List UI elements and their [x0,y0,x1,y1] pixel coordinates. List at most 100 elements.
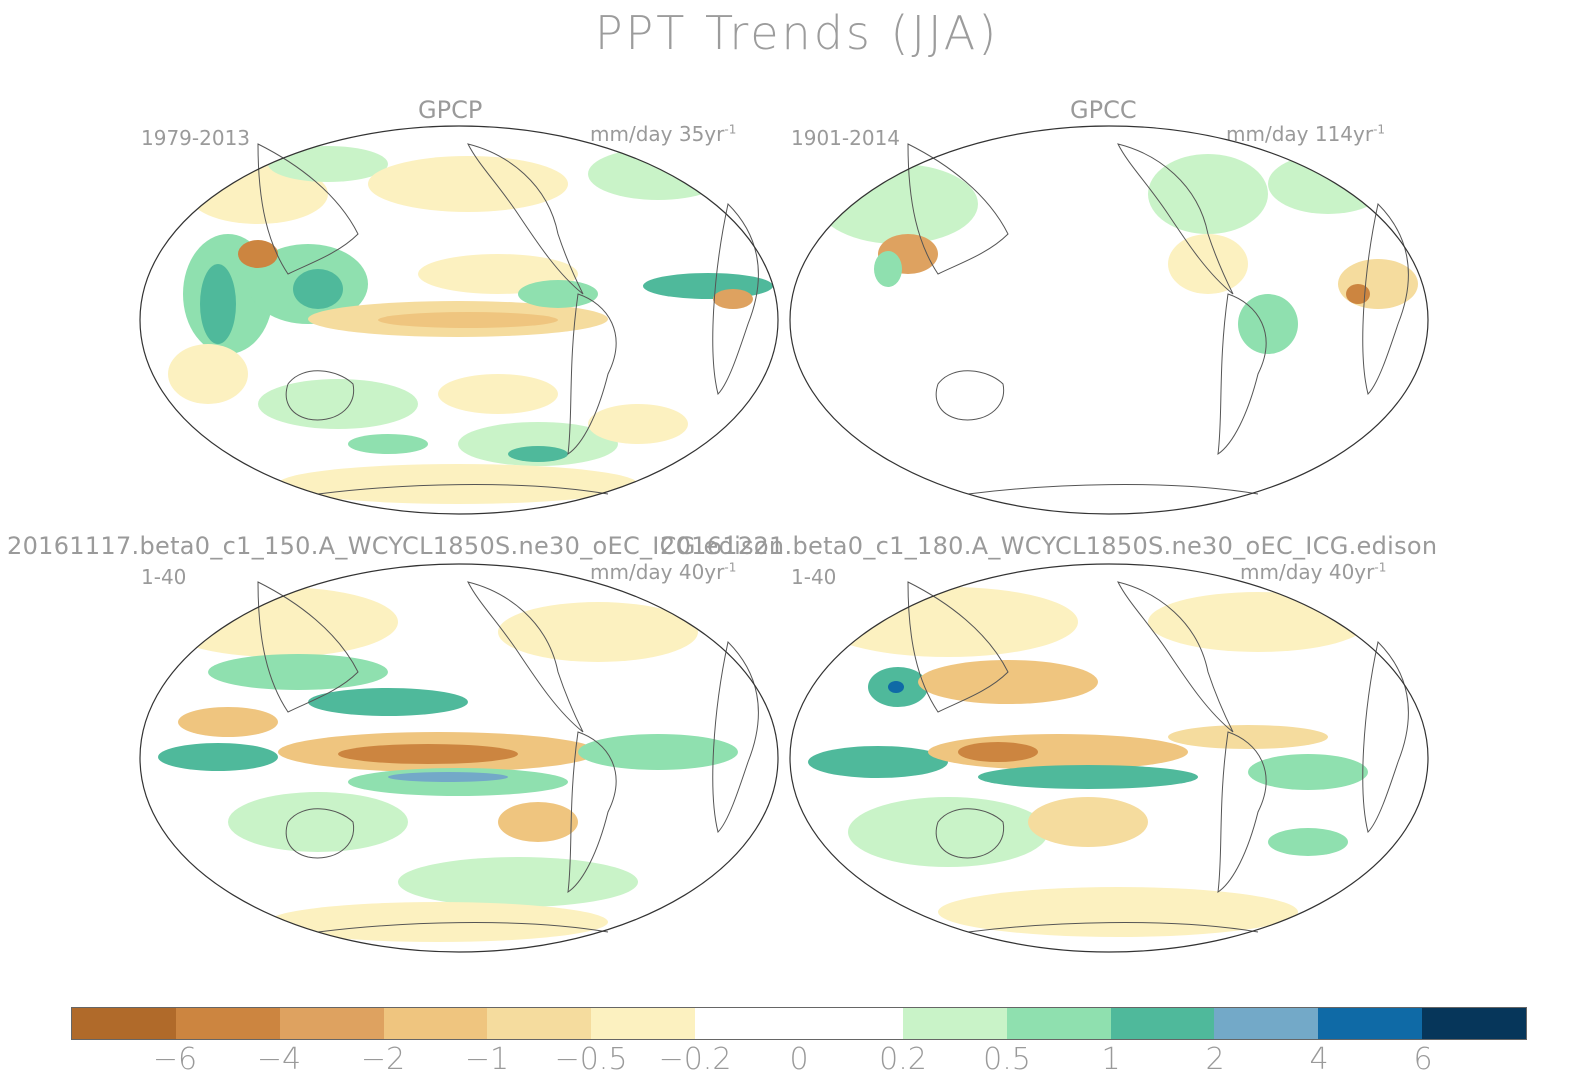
trend-patch [498,602,698,662]
map-frame [789,125,1429,515]
trend-patch [1168,725,1328,749]
panel-units-gpcp: mm/day 35yr-1 [590,122,737,146]
panel-units-gpcc: mm/day 114yr-1 [1226,122,1386,146]
trend-patch [713,289,753,309]
trend-patch [1168,234,1248,294]
trend-patch [508,446,568,462]
colorbar-cell [175,1008,280,1039]
map-frame [139,563,779,953]
colorbar-tick-label: −0.5 [554,1042,628,1077]
trend-patch [258,379,418,429]
trend-patch [978,765,1198,789]
trend-patch [238,240,278,268]
coastline [712,640,759,833]
colorbar-tick-label: −2 [360,1042,406,1077]
trend-patch [293,269,343,309]
trend-patch [278,464,638,504]
panel-period-run1: 1-40 [141,565,187,589]
panel-period-gpcc: 1901-2014 [791,126,901,150]
colorbar-cell [1422,1008,1527,1039]
colorbar-tick-label: −0.2 [658,1042,732,1077]
coastline [935,370,1005,421]
trend-patch [308,688,468,716]
colorbar-tick-label: −1 [464,1042,510,1077]
coastline [285,370,355,421]
trend-patch [1248,754,1368,790]
map-panel-run1 [139,563,779,953]
map-panel-gpcp [139,125,779,515]
colorbar-cell [383,1008,488,1039]
panel-title-gpcp: GPCP [418,96,483,124]
trend-patch [368,156,568,212]
trend-patch [588,404,688,444]
trend-patch [818,164,978,244]
trend-patch [168,344,248,404]
coastline [257,581,359,713]
trend-patch [1268,154,1388,214]
coastline [1117,143,1234,295]
coastline [1217,293,1267,456]
coastline [467,581,584,733]
colorbar-tick-label: 1 [1101,1042,1121,1077]
panel-period-run2: 1-40 [791,565,837,589]
trend-patch [874,251,902,287]
panel-units-run2: mm/day 40yr-1 [1240,560,1387,584]
coastline [967,484,1259,495]
coastline [1362,202,1409,395]
trend-patch [1028,797,1148,847]
colorbar-tick-label: −6 [152,1042,198,1077]
panel-title-run2: 20161221.beta0_c1_180.A_WCYCL1850S.ne30_… [660,532,1438,560]
map-panel-run2 [789,563,1429,953]
trend-patch [498,802,578,842]
colorbar-cell [1006,1008,1111,1039]
colorbar-cell [487,1008,592,1039]
colorbar-cell [695,1008,800,1039]
map-frame [789,563,1429,953]
coastline [467,143,584,295]
trend-patch [200,264,236,344]
colorbar-tick-label: 2 [1205,1042,1225,1077]
trend-patch [158,587,398,657]
colorbar-cell [1110,1008,1215,1039]
colorbar-tick-label: −4 [256,1042,302,1077]
trend-patch [958,742,1038,762]
map-frame [139,125,779,515]
trend-patch [268,146,388,182]
trend-patch [588,148,728,200]
trend-patch [398,857,638,907]
coastline [1217,731,1267,894]
coastline [317,484,609,495]
coastline [907,143,1009,275]
colorbar-cell [591,1008,696,1039]
coastline [907,581,1009,713]
trend-patch [1346,284,1370,304]
panel-period-gpcp: 1979-2013 [141,126,251,150]
trend-patch [348,434,428,454]
colorbar-tick-label: 4 [1309,1042,1329,1077]
colorbar-cell [1318,1008,1423,1039]
trend-patch [848,797,1048,867]
trend-patch [158,743,278,771]
panel-title-run1: 20161117.beta0_c1_150.A_WCYCL1850S.ne30_… [7,532,785,560]
colorbar-cell [72,1008,176,1039]
trend-patch [808,746,948,778]
coastline [1362,640,1409,833]
trend-patch [1338,259,1418,309]
trend-patch [1238,294,1298,354]
trend-patch [388,772,508,782]
colorbar [71,1007,1527,1040]
panel-units-run1: mm/day 40yr-1 [590,560,737,584]
panel-title-gpcc: GPCC [1070,96,1137,124]
trend-patch [1268,828,1348,856]
coastline [317,922,609,933]
trend-patch [578,734,738,770]
trend-patch [208,654,388,690]
coastline [567,731,617,894]
coastline [567,293,617,456]
trend-patch [228,792,408,852]
figure-title: PPT Trends (JJA) [594,6,1000,60]
trend-patch [378,312,558,328]
coastline [712,202,759,395]
trend-patch [643,273,773,299]
coastline [257,143,359,275]
